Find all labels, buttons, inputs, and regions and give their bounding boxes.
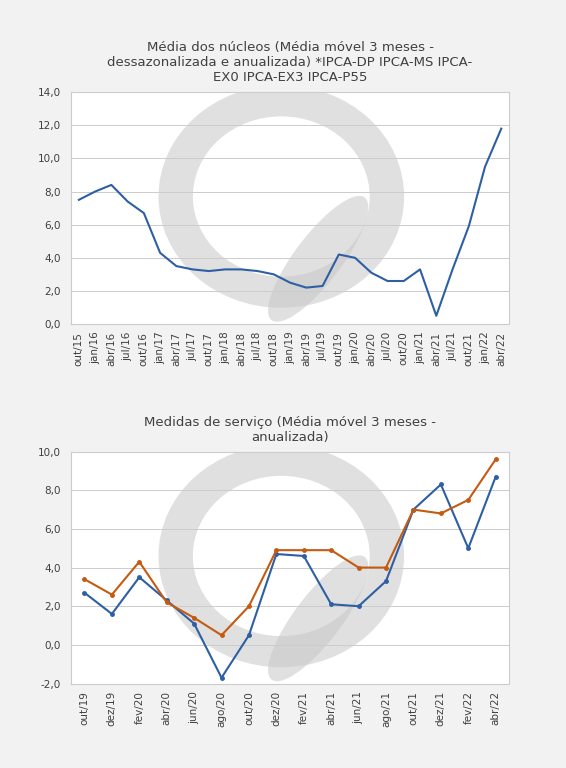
Ellipse shape — [268, 196, 368, 322]
Ellipse shape — [158, 445, 404, 667]
Ellipse shape — [193, 117, 370, 276]
Ellipse shape — [193, 476, 370, 636]
Title: Medidas de serviço (Média móvel 3 meses -
anualizada): Medidas de serviço (Média móvel 3 meses … — [144, 415, 436, 443]
Ellipse shape — [268, 555, 368, 681]
Title: Média dos núcleos (Média móvel 3 meses -
dessazonalizada e anualizada) *IPCA-DP : Média dos núcleos (Média móvel 3 meses -… — [108, 41, 473, 84]
Ellipse shape — [158, 85, 404, 308]
